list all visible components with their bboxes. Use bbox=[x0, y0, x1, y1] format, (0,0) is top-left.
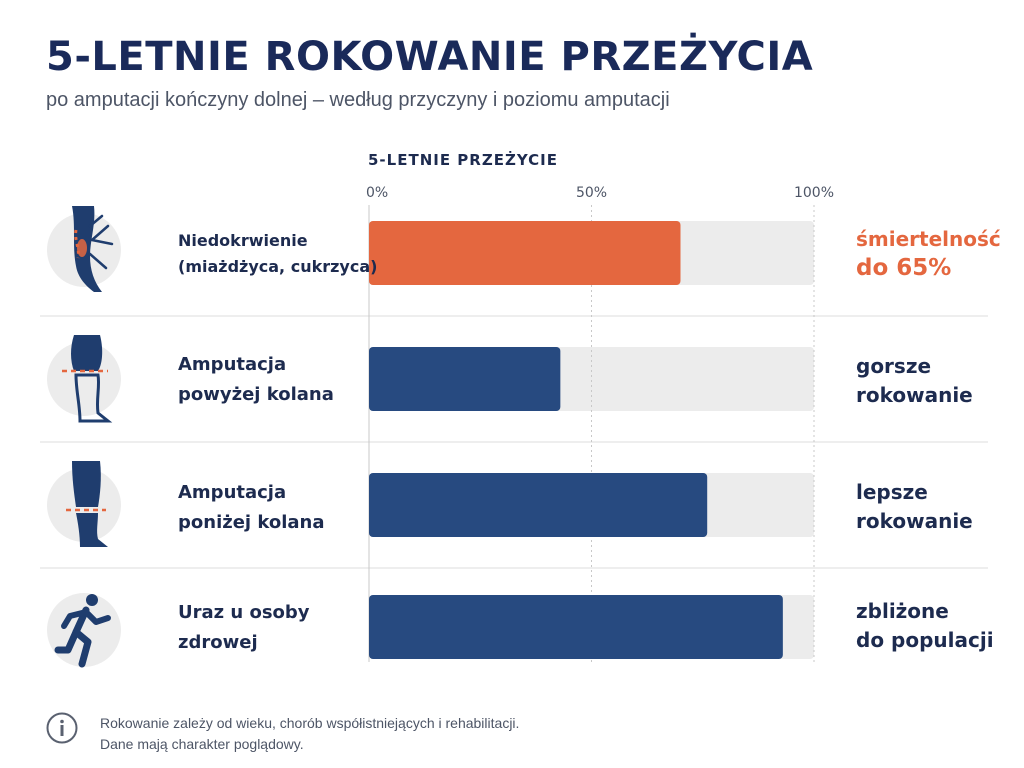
bar bbox=[369, 221, 681, 285]
footer-line-1: Rokowanie zależy od wieku, chorób współi… bbox=[100, 715, 520, 731]
row-label-above-knee: Amputacja powyżej kolana bbox=[178, 354, 334, 405]
annotation-better: lepsze rokowanie bbox=[856, 480, 973, 533]
row-label-trauma: Uraz u osoby zdrowej bbox=[178, 602, 310, 653]
annotation-worse: gorsze rokowanie bbox=[856, 354, 973, 407]
running-person-icon bbox=[47, 593, 121, 668]
tick-label: 50% bbox=[576, 185, 607, 201]
bar bbox=[369, 473, 708, 537]
footer-note: Rokowanie zależy od wieku, chorób współi… bbox=[100, 713, 519, 755]
row-label-below-knee: Amputacja poniżej kolana bbox=[178, 482, 325, 533]
below-knee-leg-icon bbox=[47, 461, 121, 547]
footer-line-2: Dane mają charakter poglądowy. bbox=[100, 736, 304, 752]
info-icon bbox=[46, 712, 78, 744]
bar bbox=[369, 347, 561, 411]
tick-label: 0% bbox=[366, 185, 388, 201]
ischemic-leg-icon bbox=[47, 206, 121, 292]
tick-label: 100% bbox=[794, 185, 834, 201]
bar bbox=[369, 595, 783, 659]
row-label-ischemia: Niedokrwienie (miażdżyca, cukrzyca) bbox=[178, 231, 378, 276]
chart-title: 5-LETNIE ROKOWANIE PRZEŻYCIA bbox=[46, 34, 814, 80]
axis-title: 5-LETNIE PRZEŻYCIE bbox=[368, 151, 559, 169]
annotation-similar: zbliżone do populacji bbox=[856, 599, 994, 652]
above-knee-leg-icon bbox=[47, 335, 121, 423]
annotation-mortality: śmiertelność do 65% bbox=[856, 227, 1001, 281]
chart-subtitle: po amputacji kończyny dolnej – według pr… bbox=[46, 89, 670, 111]
